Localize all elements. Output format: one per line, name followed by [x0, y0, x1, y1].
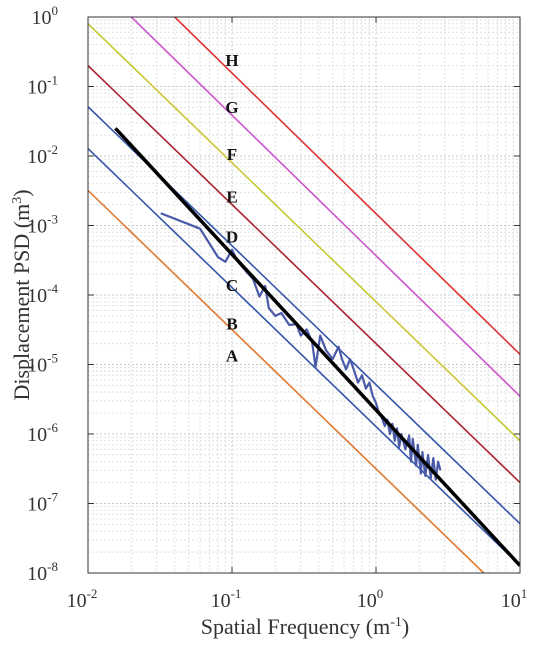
class-boundary-line	[88, 147, 520, 567]
grid	[87, 17, 520, 574]
class-labels: ABC D E F G H	[225, 51, 238, 365]
class-label-h: H	[225, 51, 238, 70]
x-tick-label: 101	[501, 586, 528, 612]
y-tick-label: 10-8	[27, 559, 58, 585]
y-axis-label: Displacement PSD (m3)	[9, 189, 34, 400]
plot-area	[88, 17, 520, 573]
y-tick-label: 10-4	[27, 281, 58, 307]
fitted-psd-line	[114, 127, 520, 567]
class-label-f: F	[227, 145, 237, 164]
y-axis-label-close: )	[9, 189, 34, 196]
x-tick-label: 10-2	[67, 586, 98, 612]
y-axis-label-main: Displacement PSD (m	[9, 204, 34, 401]
x-axis-label: Spatial Frequency (m-1)	[201, 614, 409, 639]
class-boundary-line	[88, 65, 520, 484]
y-tick-label: 10-2	[27, 142, 58, 168]
y-axis-label-exp: 3	[10, 197, 25, 204]
x-axis-label-main: Spatial Frequency (m	[201, 614, 390, 639]
class-boundary-line	[174, 17, 520, 355]
y-tick-label: 100	[32, 3, 59, 29]
x-axis-label-exp: -1	[390, 615, 402, 630]
class-label-d: D	[226, 228, 238, 247]
y-tick-label: 10-6	[27, 420, 58, 446]
class-boundary-line	[130, 17, 520, 397]
class-label-e: E	[226, 188, 237, 207]
x-axis-label-close: )	[402, 614, 409, 639]
x-tick-label: 10-1	[211, 586, 242, 612]
y-tick-label: 10-1	[27, 73, 58, 99]
y-tick-label: 10-5	[27, 351, 58, 377]
class-boundary-line	[88, 189, 485, 573]
class-label-a: A	[226, 346, 239, 365]
x-tick-label: 100	[357, 586, 384, 612]
axis-ticks: 10-2 10-1 100 101 100 10-1 10-2 10-3 10-4 10-5 10-…	[27, 3, 527, 612]
class-label-c: C	[226, 276, 238, 295]
y-tick-label: 10-3	[27, 212, 58, 238]
class-label-g: G	[225, 98, 238, 117]
y-tick-label: 10-7	[27, 490, 58, 516]
class-label-b: B	[226, 314, 237, 333]
class-boundary-line	[88, 23, 520, 442]
